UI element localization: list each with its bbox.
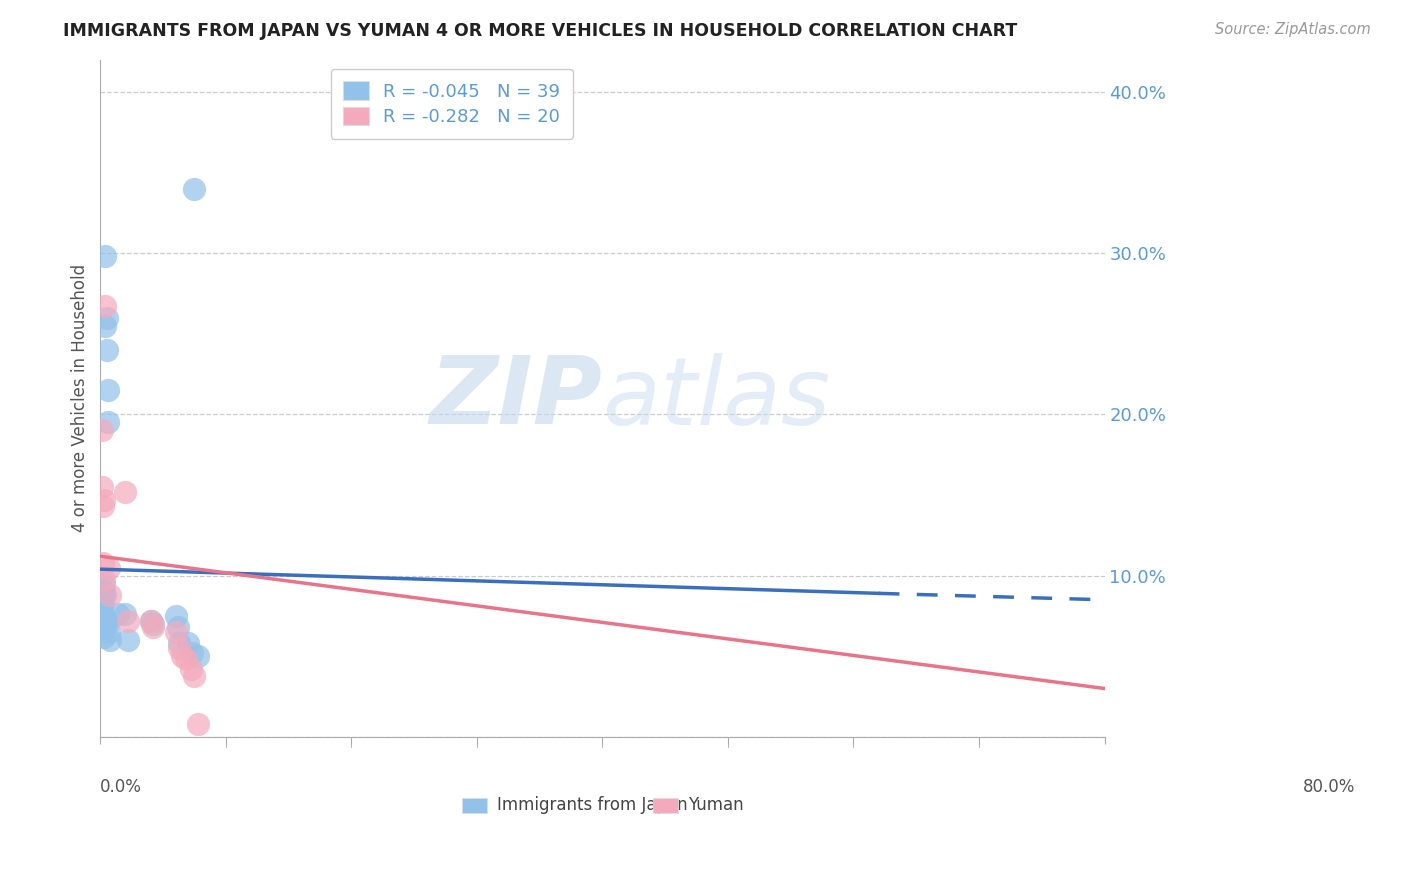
Point	[170, 649, 193, 664]
Point	[100, 633, 122, 648]
Point	[91, 556, 114, 570]
Point	[181, 646, 204, 660]
Point	[139, 614, 162, 628]
Text: atlas: atlas	[602, 352, 831, 443]
Point	[90, 604, 112, 618]
Point	[165, 609, 187, 624]
Point	[167, 620, 190, 634]
Point	[98, 625, 121, 640]
Legend: R = -0.045   N = 39, R = -0.282   N = 20: R = -0.045 N = 39, R = -0.282 N = 20	[330, 69, 572, 139]
Point	[90, 598, 112, 612]
Point	[100, 588, 122, 602]
Point	[169, 636, 191, 650]
Point	[183, 181, 205, 195]
Point	[90, 592, 112, 607]
Point	[165, 625, 187, 640]
Point	[93, 609, 115, 624]
FancyBboxPatch shape	[652, 797, 678, 813]
Text: Source: ZipAtlas.com: Source: ZipAtlas.com	[1215, 22, 1371, 37]
Point	[142, 617, 165, 632]
Point	[139, 614, 162, 628]
Point	[117, 633, 139, 648]
Point	[94, 299, 117, 313]
Point	[169, 641, 191, 656]
Point	[94, 249, 117, 263]
Point	[91, 588, 114, 602]
Point	[187, 717, 209, 731]
Point	[93, 584, 115, 599]
Point	[93, 492, 115, 507]
Point	[180, 662, 202, 676]
Point	[91, 582, 114, 596]
Point	[97, 416, 120, 430]
Point	[96, 310, 118, 325]
Point	[98, 560, 121, 574]
Point	[91, 609, 114, 624]
Point	[183, 668, 205, 682]
Point	[94, 588, 117, 602]
Point	[187, 649, 209, 664]
Point	[90, 480, 112, 494]
Point	[91, 596, 114, 610]
Point	[94, 318, 117, 333]
Point	[114, 484, 136, 499]
Point	[97, 383, 120, 397]
Point	[93, 630, 115, 644]
Point	[90, 424, 112, 438]
Y-axis label: 4 or more Vehicles in Household: 4 or more Vehicles in Household	[72, 264, 89, 533]
Point	[91, 500, 114, 514]
Point	[177, 636, 200, 650]
Text: Yuman: Yuman	[688, 796, 744, 814]
Point	[142, 620, 165, 634]
Point	[96, 343, 118, 357]
Point	[93, 576, 115, 591]
Text: Immigrants from Japan: Immigrants from Japan	[496, 796, 688, 814]
Point	[107, 607, 129, 622]
Point	[93, 620, 115, 634]
Point	[94, 614, 117, 628]
Point	[114, 607, 136, 622]
Text: ZIP: ZIP	[430, 352, 602, 444]
Text: 80.0%: 80.0%	[1303, 778, 1355, 796]
Point	[93, 572, 115, 586]
Text: 0.0%: 0.0%	[100, 778, 142, 796]
FancyBboxPatch shape	[461, 797, 486, 813]
Point	[91, 620, 114, 634]
Text: IMMIGRANTS FROM JAPAN VS YUMAN 4 OR MORE VEHICLES IN HOUSEHOLD CORRELATION CHART: IMMIGRANTS FROM JAPAN VS YUMAN 4 OR MORE…	[63, 22, 1018, 40]
Point	[117, 614, 139, 628]
Point	[96, 617, 118, 632]
Point	[90, 600, 112, 615]
Point	[174, 652, 197, 666]
